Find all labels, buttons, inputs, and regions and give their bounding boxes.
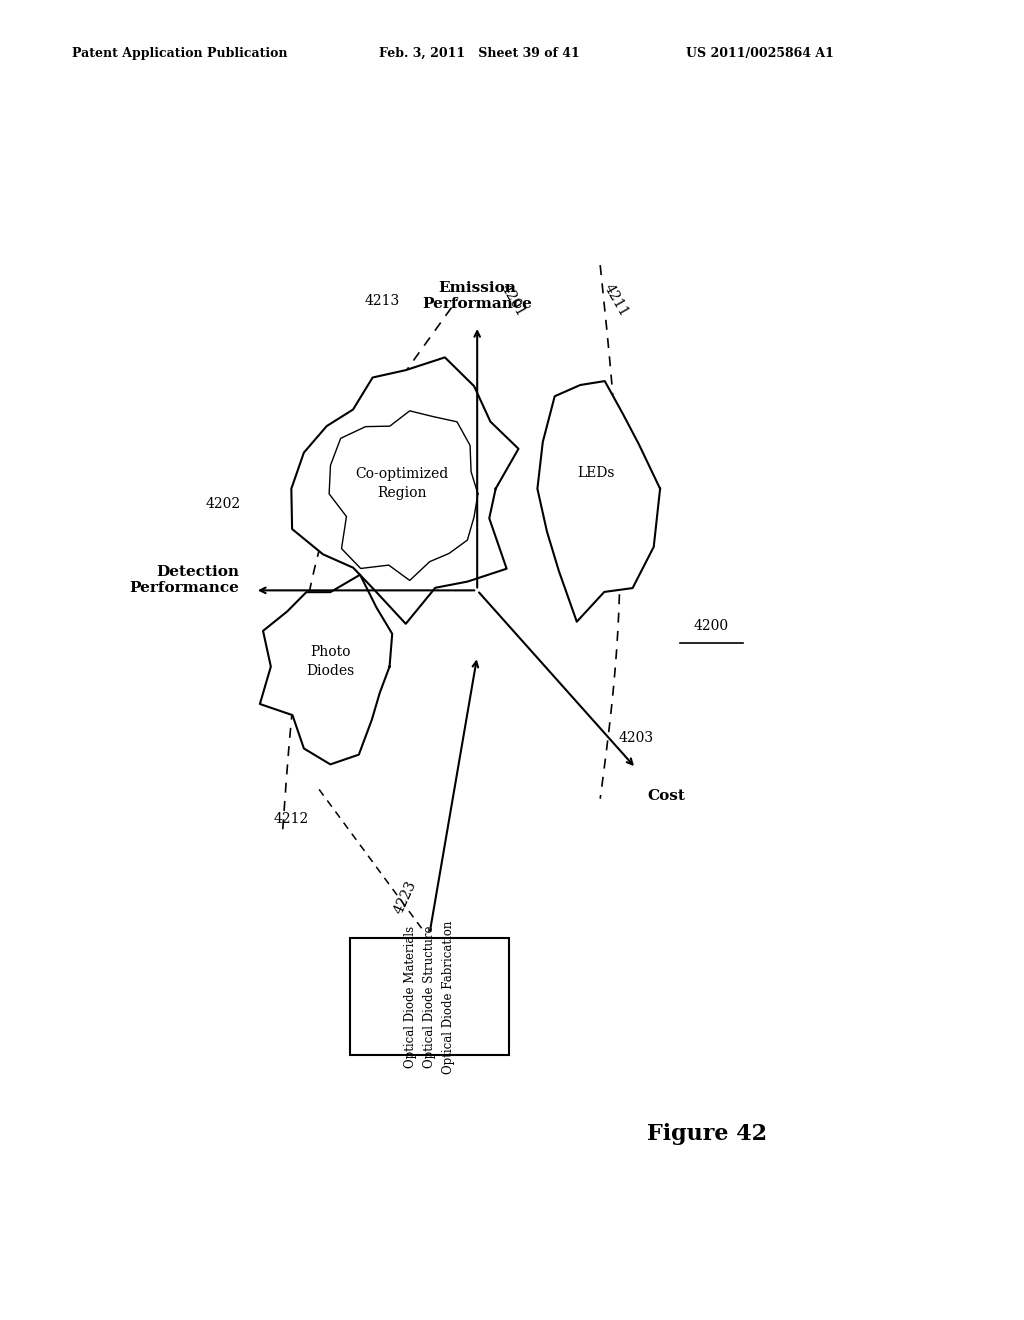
Text: 4211: 4211 <box>601 282 631 319</box>
Text: 4203: 4203 <box>618 731 653 744</box>
Text: Photo
Diodes: Photo Diodes <box>306 644 354 678</box>
Polygon shape <box>260 574 392 764</box>
Text: Co-optimized
Region: Co-optimized Region <box>355 467 449 500</box>
Text: 4223: 4223 <box>392 879 420 916</box>
Text: Feb. 3, 2011   Sheet 39 of 41: Feb. 3, 2011 Sheet 39 of 41 <box>379 46 580 59</box>
Text: LEDs: LEDs <box>578 466 615 480</box>
Polygon shape <box>291 358 518 624</box>
Text: Figure 42: Figure 42 <box>647 1123 767 1146</box>
Text: 4212: 4212 <box>273 812 308 826</box>
Text: 4213: 4213 <box>365 293 399 308</box>
Text: 4201: 4201 <box>498 282 527 319</box>
Polygon shape <box>538 381 660 622</box>
Text: Cost: Cost <box>648 788 686 803</box>
Text: Optical Diode Materials
Optical Diode Structure
Optical Diode Fabrication: Optical Diode Materials Optical Diode St… <box>404 920 455 1073</box>
Text: 4200: 4200 <box>693 619 729 634</box>
Text: Patent Application Publication: Patent Application Publication <box>72 46 287 59</box>
Text: Detection
Performance: Detection Performance <box>129 565 240 595</box>
Text: Emission
Performance: Emission Performance <box>422 281 532 312</box>
Bar <box>350 939 509 1056</box>
Text: 4202: 4202 <box>206 496 241 511</box>
Text: US 2011/0025864 A1: US 2011/0025864 A1 <box>686 46 834 59</box>
